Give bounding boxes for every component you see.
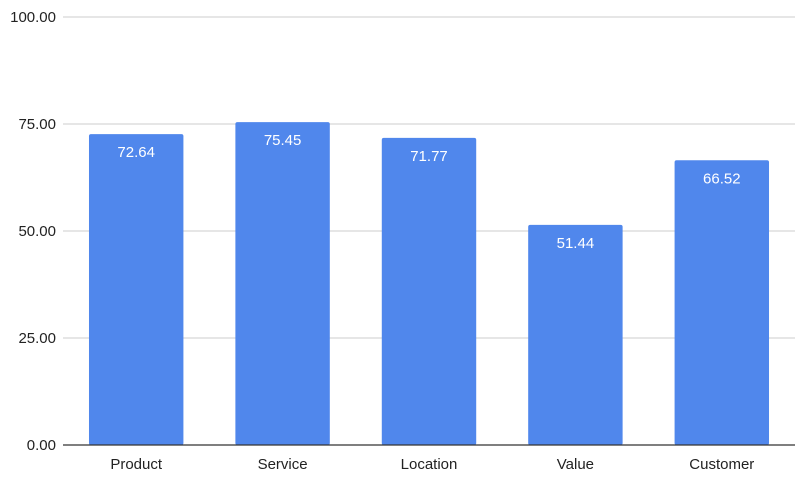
bar-value-labels: 72.64 75.45 71.77 51.44 66.52 — [117, 132, 740, 252]
bar-service — [235, 122, 330, 445]
x-tick-label: Customer — [689, 456, 754, 473]
bar-value-label: 71.77 — [410, 148, 448, 165]
y-tick-label: 50.00 — [18, 223, 56, 240]
y-tick-label: 25.00 — [18, 330, 56, 347]
bar-value-label: 75.45 — [264, 132, 302, 149]
bar-customer — [674, 160, 770, 445]
x-tick-label: Product — [110, 456, 163, 473]
bar-location — [381, 137, 477, 445]
bar-value-label: 72.64 — [117, 144, 155, 161]
bar-value — [528, 224, 623, 445]
y-tick-label: 75.00 — [18, 116, 56, 133]
y-tick-label: 0.00 — [27, 437, 56, 454]
x-axis-ticks: Product Service Location Value Customer — [110, 456, 754, 473]
y-tick-label: 100.00 — [10, 9, 56, 26]
bars — [88, 122, 770, 445]
bar-value-label: 51.44 — [557, 235, 595, 252]
y-axis-ticks: 0.00 25.00 50.00 75.00 100.00 — [10, 9, 56, 454]
bar-product — [88, 134, 184, 445]
x-tick-label: Value — [557, 456, 594, 473]
x-tick-label: Location — [401, 456, 458, 473]
bar-value-label: 66.52 — [703, 170, 741, 187]
x-tick-label: Service — [258, 456, 308, 473]
